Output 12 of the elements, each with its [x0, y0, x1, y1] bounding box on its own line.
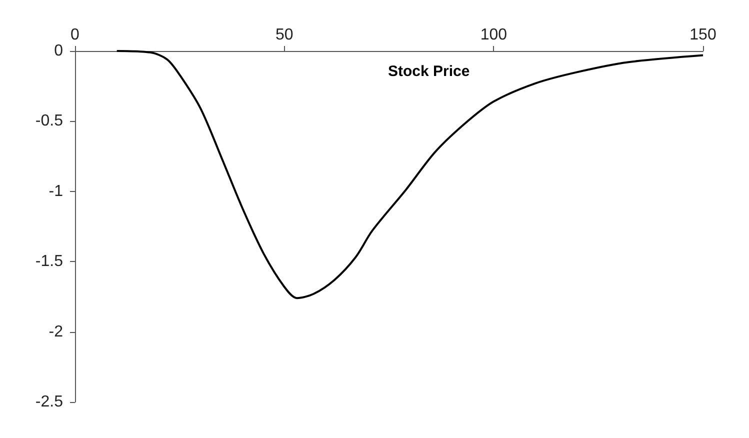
- x-tick-label: 100: [480, 26, 508, 44]
- x-tick-label: 50: [275, 26, 294, 44]
- y-tick-label: -1: [48, 182, 64, 200]
- y-tick-label: -2.5: [35, 394, 64, 410]
- x-tick-label: 150: [690, 26, 716, 44]
- y-tick-label: -1.5: [35, 253, 64, 270]
- y-tick-label: -0.5: [35, 112, 64, 130]
- line-series: [116, 50, 704, 300]
- y-tick-label: 0: [54, 42, 64, 60]
- x-axis-title: Stock Price: [388, 63, 470, 80]
- y-tick-label: -2: [48, 323, 64, 340]
- x-tick-label: 0: [70, 26, 80, 44]
